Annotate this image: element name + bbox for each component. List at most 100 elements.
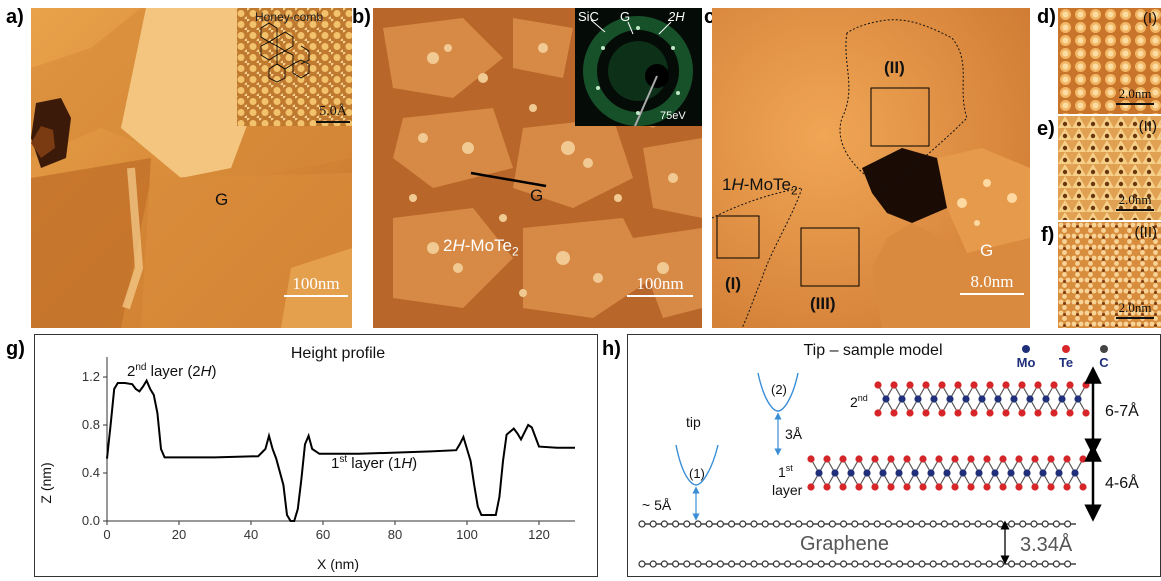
te-atom <box>903 455 911 463</box>
panel-c-region-i: (I) <box>725 274 742 293</box>
te-atom <box>970 409 978 417</box>
panel-e-stm-graphic <box>1058 116 1161 220</box>
panel-b-leed-sic: SiC <box>578 9 599 24</box>
te-atom <box>1002 409 1010 417</box>
te-atom <box>823 455 831 463</box>
te-atom <box>1063 483 1071 491</box>
carbon-atom <box>907 520 915 528</box>
te-atom <box>1031 483 1039 491</box>
carbon-atom <box>784 520 792 528</box>
panel-g-chart-frame: Height profile Z (nm) X (nm) 0 20 40 60 80 10… <box>34 334 598 577</box>
carbon-atom <box>739 560 747 568</box>
te-atom <box>871 483 879 491</box>
te-atom <box>951 483 959 491</box>
te-atom <box>919 455 927 463</box>
carbon-atom <box>1019 560 1027 568</box>
mo-atom <box>847 469 855 477</box>
tip-label: tip <box>686 414 701 430</box>
carbon-atom <box>873 560 881 568</box>
carbon-atom <box>694 560 702 568</box>
te-atom <box>887 483 895 491</box>
te-atom <box>999 483 1007 491</box>
mo-atom <box>1055 469 1063 477</box>
carbon-atom <box>739 520 747 528</box>
carbon-atom <box>929 520 937 528</box>
panel-a-scale-text: 100nm <box>292 274 340 293</box>
model-title: Tip – sample model <box>803 342 942 359</box>
legend-label-mo: Mo <box>1017 355 1036 370</box>
te-atom <box>954 381 962 389</box>
carbon-atom <box>929 560 937 568</box>
y-axis-label: Z (nm) <box>38 462 54 503</box>
legend-dot-te <box>1062 345 1070 353</box>
carbon-atom <box>1064 520 1072 528</box>
carbon-atom <box>727 560 736 568</box>
graphene-bottom-row <box>638 560 1076 568</box>
te-atom <box>938 381 946 389</box>
mo-atom <box>1042 395 1050 403</box>
panel-f-label: f) <box>1041 224 1055 246</box>
carbon-atom <box>918 520 926 528</box>
carbon-atom <box>1041 560 1049 568</box>
panel-e-scalebar: 2.0nm <box>1116 192 1154 211</box>
te-atom <box>890 409 898 417</box>
mo-atom <box>882 395 890 403</box>
te-atom <box>938 409 946 417</box>
panel-b-region-mote2: 2H-MoTe2 <box>443 236 519 259</box>
carbon-atom <box>985 520 993 528</box>
carbon-atom <box>996 520 1004 528</box>
carbon-atom <box>851 560 859 568</box>
carbon-atom <box>963 520 971 528</box>
mo-atom <box>911 469 919 477</box>
graphene-top-row <box>638 520 1076 528</box>
y-tick-label: 0.8 <box>82 417 100 432</box>
x-axis-label: X (nm) <box>317 556 359 572</box>
te-atom <box>1050 409 1058 417</box>
carbon-atom <box>694 520 702 528</box>
panel-c-region-iii: (III) <box>810 294 836 313</box>
te-atom <box>1079 483 1087 491</box>
carbon-atom <box>761 560 769 568</box>
height-profile-line <box>106 378 575 522</box>
panel-b-leed-2h: 2H <box>668 9 685 24</box>
carbon-atom <box>817 520 825 528</box>
panel-e-stm-image: (II) 2.0nm <box>1058 116 1161 220</box>
panel-a-inset-scalebar: 5.0Å <box>316 104 350 123</box>
panel-a-scalebar: 100nm <box>284 274 348 297</box>
te-atom <box>1031 455 1039 463</box>
te-atom <box>1050 381 1058 389</box>
panel-b-leed-energy: 75eV <box>660 110 686 122</box>
carbon-atom <box>638 520 646 528</box>
panel-f-tag: (III) <box>1134 224 1158 241</box>
te-atom <box>874 409 882 417</box>
carbon-atom <box>884 520 892 528</box>
te-atom <box>1034 381 1042 389</box>
carbon-atom <box>1030 520 1038 528</box>
height-67-label: 6-7Å <box>1105 401 1139 420</box>
te-atom <box>922 409 930 417</box>
te-atom <box>903 483 911 491</box>
panel-a-inset-scale-text: 5.0Å <box>319 104 347 119</box>
height-profile-chart: Height profile Z (nm) X (nm) 0 20 40 60 80 10… <box>38 345 575 572</box>
height-334-label: 3.34Å <box>1020 533 1073 556</box>
te-atom <box>1015 483 1023 491</box>
panel-d-tag: (I) <box>1142 10 1157 27</box>
te-atom <box>1066 381 1074 389</box>
panel-c-scale-text: 8.0nm <box>970 272 1014 291</box>
panel-e-tag: (II) <box>1138 118 1157 135</box>
te-atom <box>1015 455 1023 463</box>
carbon-atom <box>784 560 792 568</box>
te-atom <box>1034 409 1042 417</box>
te-atom <box>922 381 930 389</box>
te-atom <box>919 483 927 491</box>
mo-atom <box>978 395 986 403</box>
mo-atom <box>930 395 938 403</box>
panel-g-label: g) <box>6 338 25 360</box>
tip-2-label: (2) <box>771 382 787 397</box>
mo-atom <box>927 469 935 477</box>
carbon-atom <box>851 520 859 528</box>
panel-d-label: d) <box>1037 6 1056 28</box>
panel-b-profile-line <box>470 171 547 188</box>
mo-atom <box>1023 469 1031 477</box>
y-tick-label: 0.0 <box>82 513 100 528</box>
